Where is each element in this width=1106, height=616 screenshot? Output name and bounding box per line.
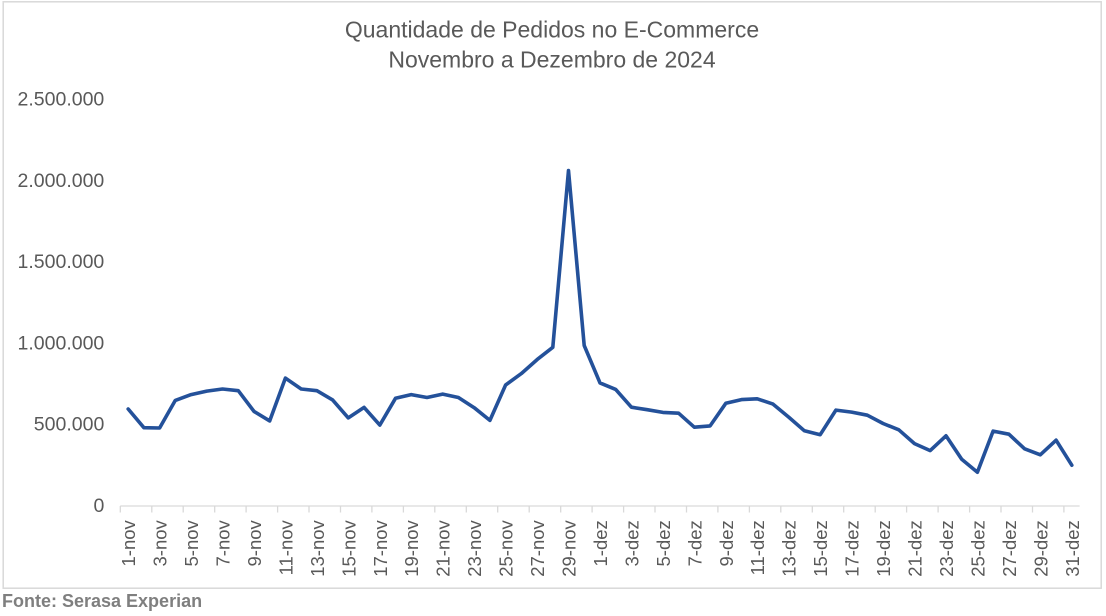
svg-text:31-dez: 31-dez: [1062, 520, 1083, 577]
svg-text:19-nov: 19-nov: [401, 519, 422, 576]
svg-text:15-dez: 15-dez: [810, 520, 831, 577]
svg-text:7-dez: 7-dez: [684, 520, 705, 566]
svg-text:2.000.000: 2.000.000: [18, 170, 105, 192]
svg-text:25-nov: 25-nov: [496, 519, 517, 576]
svg-text:5-nov: 5-nov: [181, 519, 202, 566]
svg-text:27-nov: 27-nov: [527, 519, 548, 576]
svg-text:9-dez: 9-dez: [716, 520, 737, 566]
svg-text:Novembro a Dezembro de 2024: Novembro a Dezembro de 2024: [388, 47, 715, 73]
svg-text:5-dez: 5-dez: [653, 520, 674, 566]
svg-text:9-nov: 9-nov: [244, 519, 265, 566]
svg-text:13-dez: 13-dez: [779, 520, 800, 577]
svg-text:0: 0: [93, 495, 104, 517]
svg-text:25-dez: 25-dez: [967, 520, 988, 577]
svg-text:1.000.000: 1.000.000: [18, 332, 105, 354]
svg-text:15-nov: 15-nov: [338, 519, 359, 576]
svg-text:2.500.000: 2.500.000: [18, 89, 105, 111]
svg-text:23-dez: 23-dez: [936, 520, 957, 577]
svg-text:Quantidade de Pedidos no E-Com: Quantidade de Pedidos no E-Commerce: [345, 17, 759, 43]
svg-text:7-nov: 7-nov: [213, 519, 234, 566]
svg-text:3-nov: 3-nov: [150, 519, 171, 566]
svg-text:27-dez: 27-dez: [999, 520, 1020, 577]
svg-text:Fonte: Serasa Experian: Fonte: Serasa Experian: [2, 591, 202, 611]
svg-text:1-nov: 1-nov: [118, 519, 139, 566]
svg-text:3-dez: 3-dez: [621, 520, 642, 566]
svg-text:21-dez: 21-dez: [905, 520, 926, 577]
svg-text:11-nov: 11-nov: [275, 519, 296, 575]
svg-text:29-dez: 29-dez: [1030, 520, 1051, 577]
svg-text:17-nov: 17-nov: [370, 519, 391, 576]
svg-text:1.500.000: 1.500.000: [18, 251, 105, 273]
svg-text:13-nov: 13-nov: [307, 519, 328, 576]
svg-text:23-nov: 23-nov: [464, 519, 485, 576]
svg-text:500.000: 500.000: [34, 414, 105, 436]
svg-text:21-nov: 21-nov: [433, 519, 454, 576]
svg-text:11-dez: 11-dez: [747, 520, 768, 575]
svg-text:17-dez: 17-dez: [842, 520, 863, 577]
svg-text:1-dez: 1-dez: [590, 520, 611, 566]
svg-text:19-dez: 19-dez: [873, 520, 894, 577]
svg-text:29-nov: 29-nov: [559, 519, 580, 576]
